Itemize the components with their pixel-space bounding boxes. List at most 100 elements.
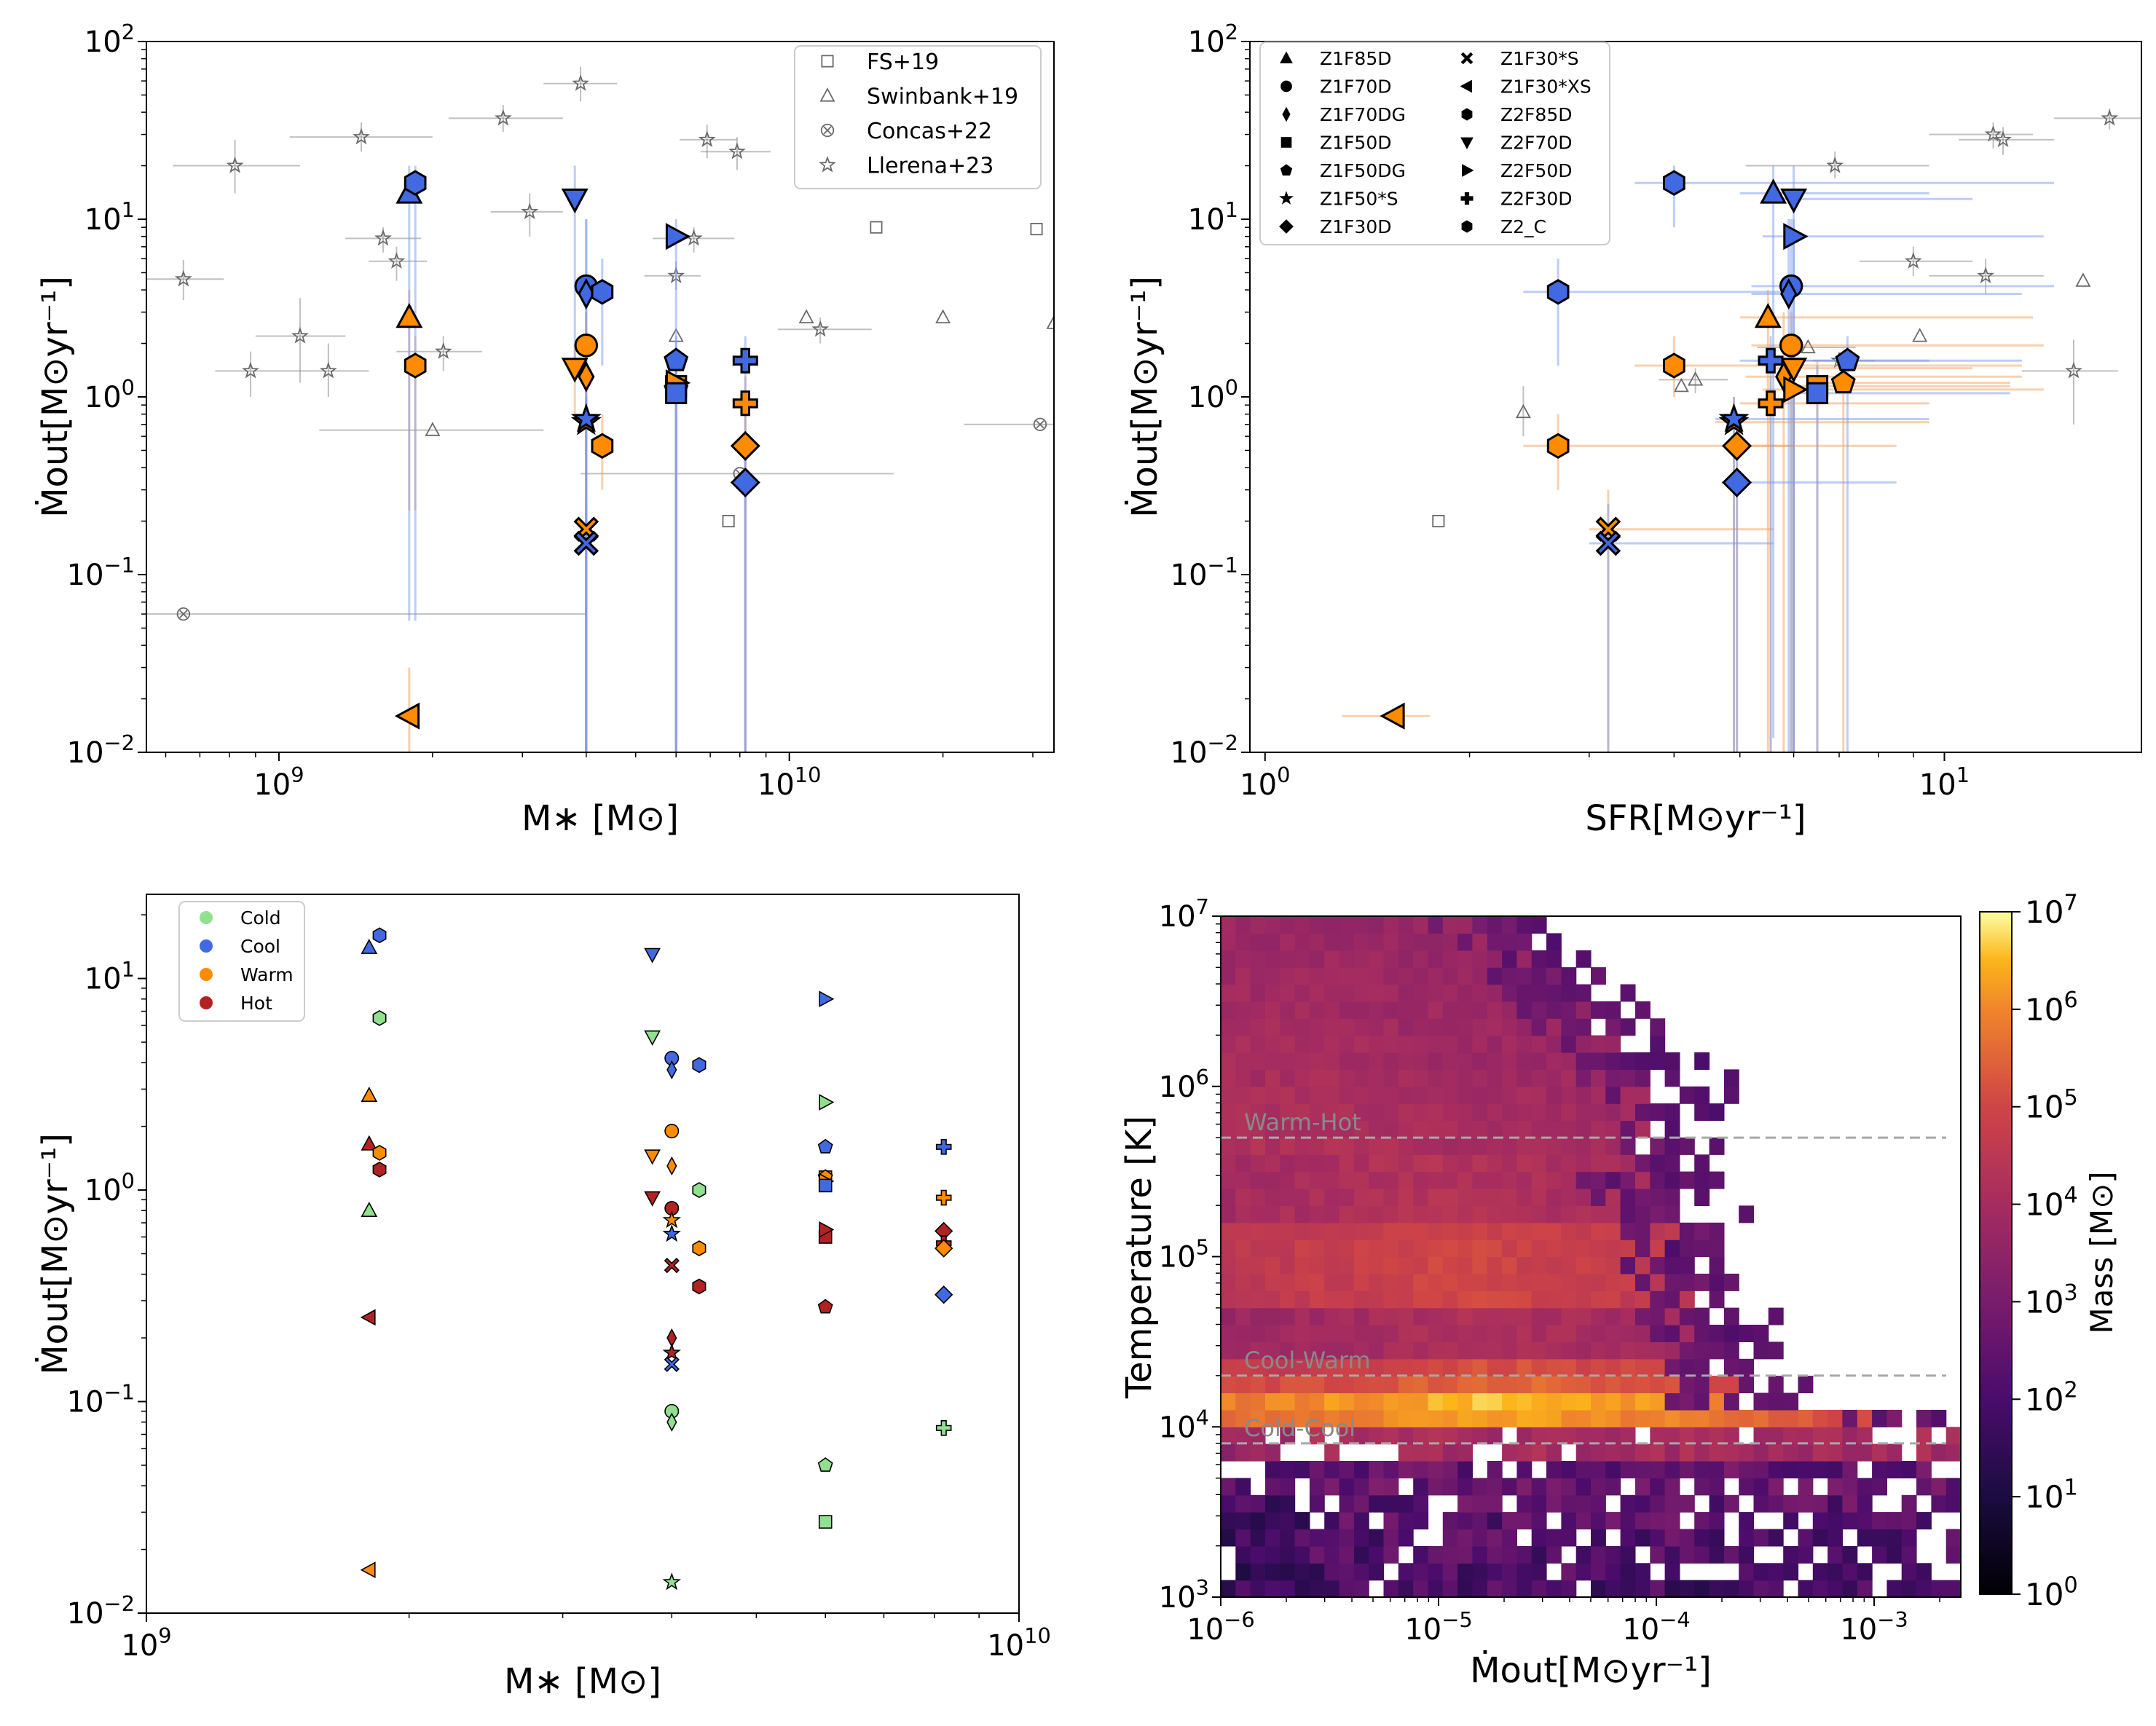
sfr-legend-marker-6: [1279, 219, 1294, 234]
hist-cell: [1620, 1443, 1636, 1462]
hist-cell: [1324, 933, 1340, 951]
hist-cell: [1457, 1256, 1473, 1274]
hist-cell: [1339, 1563, 1355, 1581]
hist-cell: [1768, 1409, 1784, 1427]
hist-cell: [1324, 1325, 1340, 1342]
sfr-legend-label-3: Z1F50D: [1320, 133, 1391, 154]
hist-cell: [1309, 1069, 1325, 1087]
hist-cell: [1294, 1341, 1310, 1360]
hist-cell: [1620, 1512, 1636, 1530]
hist-cell: [1768, 1563, 1784, 1581]
hist-cell: [1605, 1171, 1621, 1189]
sfr-legend-marker-5: [1279, 191, 1294, 205]
hist-cell: [1294, 1409, 1310, 1427]
hist-cell: [1709, 1512, 1725, 1530]
hist-cell: [1664, 1358, 1680, 1376]
hist-cell: [1221, 916, 1236, 934]
hist-cell: [1250, 916, 1266, 934]
hist-cell: [1339, 1545, 1355, 1564]
hist-cell: [1235, 950, 1251, 968]
hist-cell: [1442, 1478, 1458, 1496]
hist-cell: [1605, 1392, 1621, 1411]
hist-cell: [1442, 1427, 1458, 1445]
hist-cell: [1812, 1512, 1828, 1530]
mass-ytick-1: 10−1: [67, 553, 135, 592]
hist-cell: [1739, 1580, 1755, 1597]
hist-cell: [1531, 1154, 1547, 1173]
hist-cell: [1605, 1154, 1621, 1173]
hist-cell: [1575, 1086, 1592, 1104]
hist-cell: [1221, 1069, 1236, 1087]
hist-cell: [1502, 1358, 1517, 1376]
hist-cell: [1502, 1205, 1517, 1223]
hist-cell: [1931, 1580, 1947, 1597]
hist-cell: [1487, 1478, 1503, 1496]
mass-point-warm-z2c: [591, 433, 614, 460]
hist-cell: [1591, 967, 1606, 985]
hist-cell: [1694, 1171, 1710, 1189]
hist-cell: [1383, 1307, 1399, 1325]
phase-point-cold-z2f50d: [819, 1094, 835, 1111]
hist-cell: [1413, 1035, 1429, 1053]
hist-ytick-1: 104: [1159, 1405, 1209, 1444]
hist-cell: [1768, 1461, 1784, 1478]
hist-cell: [1235, 1409, 1251, 1427]
hist-cell: [1723, 1086, 1739, 1104]
hist-cell: [1353, 1376, 1369, 1394]
hist-cell: [1531, 967, 1547, 985]
hist-cell: [1265, 1171, 1280, 1189]
hist-cell: [1709, 1137, 1725, 1155]
hist-cell: [1309, 1563, 1325, 1581]
hist-cell: [1546, 1120, 1562, 1138]
hist-cell: [1798, 1580, 1814, 1597]
phase-ytick-3: 101: [84, 957, 135, 996]
hist-cell: [1664, 1154, 1680, 1173]
hist-cell: [1516, 1563, 1533, 1581]
cb-tick-4: 104: [2025, 1183, 2078, 1223]
hist-cell: [1694, 1273, 1710, 1291]
hist-cell: [1650, 1240, 1666, 1258]
hist-cell: [1620, 1256, 1636, 1274]
hist-cell: [1812, 1529, 1828, 1547]
hist-cell: [1546, 1205, 1562, 1223]
hist-cell: [1353, 1069, 1369, 1087]
hist-cell: [1635, 1478, 1651, 1496]
hist-cell: [1546, 1256, 1562, 1274]
hist-cell: [1442, 1256, 1458, 1274]
hist-cell: [1531, 950, 1547, 968]
hist-cell: [1709, 1392, 1725, 1411]
hist-cell: [1294, 1103, 1310, 1122]
hist-cell: [1620, 1069, 1636, 1087]
hist-cell: [1369, 1222, 1385, 1240]
hist-cell: [1842, 1461, 1858, 1478]
hist-cell: [1842, 1494, 1858, 1513]
hist-cell: [1487, 1120, 1503, 1138]
hist-cell: [1250, 967, 1266, 985]
hist-cell: [1383, 1171, 1399, 1189]
hist-cell: [1620, 1307, 1636, 1325]
hist-cell: [1487, 1494, 1503, 1513]
hist-cell: [1694, 1154, 1710, 1173]
hist-cell: [1650, 1392, 1666, 1411]
hist-cell: [1428, 1103, 1444, 1122]
hist-cell: [1739, 1325, 1755, 1342]
hist-cell: [1442, 1189, 1458, 1206]
hist-cell: [1531, 1273, 1547, 1291]
mass-lit-swinbank19-4: [1046, 315, 1054, 329]
hist-cell: [1620, 1461, 1636, 1478]
hist-cell: [1828, 1512, 1843, 1530]
hist-cell: [1723, 1580, 1739, 1597]
hist-cell: [1635, 1341, 1651, 1360]
hist-cell: [1221, 1222, 1236, 1240]
hist-cell: [1798, 1376, 1814, 1394]
hist-cell: [1546, 1325, 1562, 1342]
hist-cell: [1635, 1580, 1651, 1597]
hist-cell: [1235, 1341, 1251, 1360]
hist-cell: [1309, 1240, 1325, 1258]
hist-cell: [1339, 933, 1355, 951]
hist-cell: [1531, 1103, 1547, 1122]
hist-cell: [1575, 1494, 1592, 1513]
cb-tick-7: 107: [2025, 890, 2078, 930]
hist-cell: [1516, 1478, 1533, 1496]
